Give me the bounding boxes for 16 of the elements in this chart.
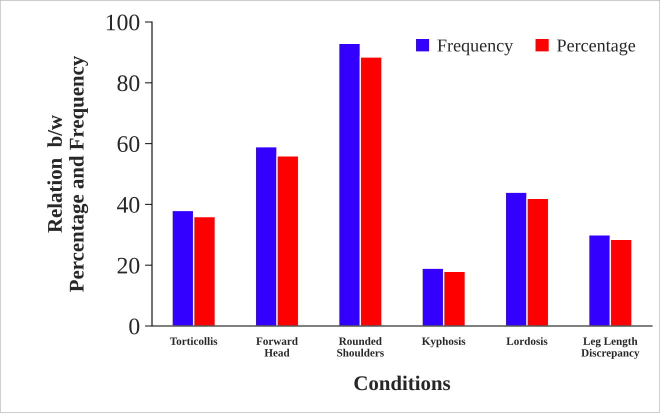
x-axis-title: Conditions bbox=[354, 376, 450, 390]
x-tick-label: Lordosis bbox=[506, 337, 548, 345]
y-tick-label: 0 bbox=[129, 318, 140, 334]
x-tick-label: Leg Length Discrepancy bbox=[581, 337, 640, 359]
y-tick-label: 80 bbox=[117, 75, 140, 92]
legend-label: Percentage bbox=[557, 40, 636, 56]
y-tick-label: 60 bbox=[118, 136, 140, 152]
legend-label: Frequency bbox=[438, 40, 514, 56]
x-tick-label: Rounded Shoulders bbox=[337, 337, 384, 357]
y-axis-title: Relation b/w Percentage and Frequency bbox=[47, 56, 88, 292]
y-tick-label: 20 bbox=[118, 258, 140, 274]
y-tick-label: 100 bbox=[106, 14, 140, 30]
x-tick-label: Torticollis bbox=[170, 337, 218, 345]
x-tick-label: Forward Head bbox=[256, 337, 298, 357]
x-tick-label: Kyphosis bbox=[422, 337, 466, 348]
y-tick-label: 40 bbox=[117, 196, 140, 213]
